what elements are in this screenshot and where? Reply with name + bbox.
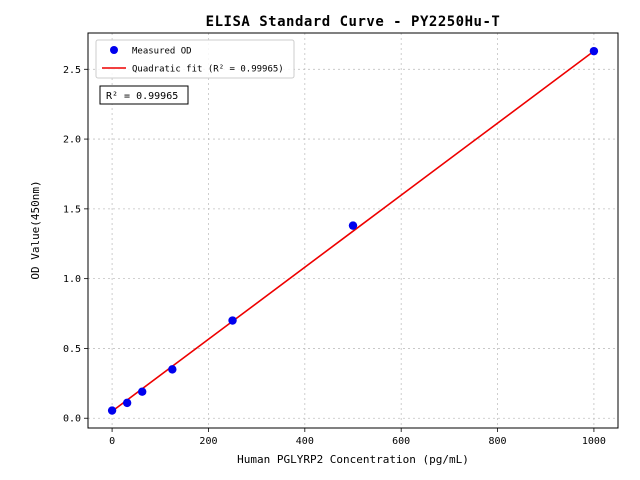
data-point: [107, 406, 117, 415]
legend-label-quadratic-fit: Quadratic fit (R² = 0.99965): [132, 65, 284, 75]
y-axis-ticks: 0.0 0.5 1.0 1.5 2.0 2.5: [63, 65, 88, 425]
data-point: [348, 221, 358, 230]
data-point: [168, 365, 177, 374]
data-point: [122, 398, 132, 408]
x-axis-ticks: 0 200 400 600 800 1000: [109, 428, 606, 447]
grid-lines: [88, 33, 618, 428]
chart-title: ELISA Standard Curve - PY2250Hu-T: [206, 14, 501, 30]
x-tick-label: 1000: [582, 436, 606, 447]
annotation-border: [99, 85, 189, 105]
data-point: [589, 46, 599, 56]
fit-line: [111, 50, 595, 412]
annotation-box: R² = 0.99965: [99, 85, 189, 105]
x-tick-label: 600: [392, 436, 410, 447]
plot-border: [87, 32, 619, 429]
x-tick-label: 400: [296, 436, 314, 447]
legend-box: [95, 39, 295, 79]
x-tick-label: 800: [489, 436, 507, 447]
y-tick-label: 2.5: [63, 65, 81, 76]
y-tick-label: 2.0: [63, 135, 81, 146]
legend-label-measured-od: Measured OD: [132, 47, 192, 57]
x-tick-label: 0: [109, 436, 115, 447]
measured-od-marker-icon: [110, 46, 118, 54]
data-point: [138, 387, 147, 396]
x-tick-label: 200: [199, 436, 217, 447]
y-tick-label: 1.0: [63, 274, 81, 285]
y-tick-label: 1.5: [63, 204, 81, 215]
y-tick-label: 0.5: [63, 344, 81, 355]
x-axis-label: Human PGLYRP2 Concentration (pg/mL): [237, 453, 469, 466]
annotation-text: R² = 0.99965: [106, 91, 178, 102]
y-axis-label: OD Value(450nm): [29, 180, 42, 279]
y-tick-label: 0.0: [63, 414, 81, 425]
data-point: [228, 316, 237, 325]
scatter-points: [107, 46, 599, 415]
legend: Measured OD Quadratic fit (R² = 0.99965): [95, 39, 295, 79]
